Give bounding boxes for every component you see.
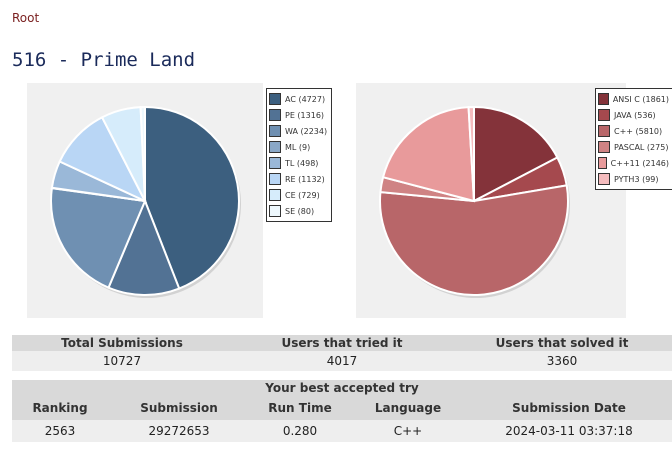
header-ranking: Ranking: [12, 396, 108, 420]
best-try-table: Your best accepted try Ranking Submissio…: [12, 380, 672, 442]
language-legend-label: C++ (5810): [614, 126, 663, 136]
status-legend-label: ML (9): [285, 142, 311, 152]
language-legend-item: JAVA (536): [598, 107, 669, 123]
language-legend-swatch: [598, 93, 609, 105]
best-ranking: 2563: [12, 420, 108, 442]
best-submission-date: 2024-03-11 03:37:18: [466, 420, 672, 442]
status-pie-chart: [50, 105, 241, 298]
status-legend-item: TL (498): [269, 155, 327, 171]
status-legend-swatch: [269, 141, 281, 153]
status-legend-swatch: [269, 109, 281, 121]
best-submission-id[interactable]: 29272653: [108, 420, 250, 442]
status-legend-item: RE (1132): [269, 171, 327, 187]
status-legend-item: PE (1316): [269, 107, 327, 123]
language-pie-chart: [379, 105, 570, 298]
status-legend-label: PE (1316): [285, 110, 325, 120]
language-chart-panel: [356, 83, 626, 318]
status-legend-swatch: [269, 157, 281, 169]
language-legend-swatch: [598, 157, 607, 169]
status-legend-item: CE (729): [269, 187, 327, 203]
status-legend-item: AC (4727): [269, 91, 327, 107]
status-legend-item: SE (80): [269, 203, 327, 219]
language-legend-label: PYTH3 (99): [614, 174, 659, 184]
status-slice-0: [144, 105, 240, 290]
language-legend-swatch: [598, 173, 610, 185]
header-language: Language: [350, 396, 466, 420]
language-legend-item: C++11 (2146): [598, 155, 669, 171]
best-language: C++: [350, 420, 466, 442]
language-legend-item: C++ (5810): [598, 123, 669, 139]
language-slice-5: [467, 105, 475, 202]
status-slice-7: [139, 105, 146, 202]
language-legend-swatch: [598, 109, 610, 121]
language-legend: ANSI C (1861) JAVA (536) C++ (5810) PASCAL …: [595, 88, 672, 190]
status-legend: AC (4727) PE (1316) WA (2234) ML (9) TL (498…: [266, 88, 333, 222]
header-users-tried: Users that tried it: [232, 335, 452, 351]
submission-stats-table: Total Submissions Users that tried it Us…: [12, 335, 672, 371]
status-legend-swatch: [269, 93, 281, 105]
language-legend-swatch: [598, 125, 610, 137]
language-slice-4: [381, 106, 476, 203]
language-legend-item: PASCAL (275): [598, 139, 669, 155]
header-submission-date: Submission Date: [466, 396, 672, 420]
status-legend-swatch: [269, 125, 281, 137]
users-tried-value: 4017: [232, 351, 452, 371]
status-legend-item: WA (2234): [269, 123, 327, 139]
status-slice-2: [50, 187, 147, 289]
language-legend-label: C++11 (2146): [610, 158, 669, 168]
header-users-solved: Users that solved it: [452, 335, 672, 351]
language-legend-label: PASCAL (275): [614, 142, 669, 152]
header-total-submissions: Total Submissions: [12, 335, 232, 351]
breadcrumb-root[interactable]: Root: [12, 11, 40, 25]
language-legend-swatch: [598, 141, 610, 153]
language-slice-2: [379, 184, 569, 296]
status-legend-label: AC (4727): [285, 94, 326, 104]
status-legend-label: TL (498): [285, 158, 319, 168]
header-submission: Submission: [108, 396, 250, 420]
status-legend-label: RE (1132): [285, 174, 325, 184]
language-legend-item: ANSI C (1861): [598, 91, 669, 107]
status-legend-swatch: [269, 173, 281, 185]
status-legend-swatch: [269, 189, 281, 201]
status-legend-label: WA (2234): [285, 126, 328, 136]
status-legend-item: ML (9): [269, 139, 327, 155]
best-try-caption: Your best accepted try: [12, 380, 672, 396]
total-submissions-value: 10727: [12, 351, 232, 371]
language-legend-label: ANSI C (1861): [612, 94, 669, 104]
language-legend-item: PYTH3 (99): [598, 171, 669, 187]
status-slice-1: [107, 198, 181, 296]
status-legend-label: SE (80): [285, 206, 315, 216]
best-run-time: 0.280: [250, 420, 350, 442]
page-title: 516 - Prime Land: [12, 49, 196, 71]
users-solved-value: 3360: [452, 351, 672, 371]
header-run-time: Run Time: [250, 396, 350, 420]
status-legend-swatch: [269, 205, 281, 217]
language-slice-0: [473, 105, 559, 203]
language-legend-label: JAVA (536): [614, 110, 656, 120]
status-chart-panel: [27, 83, 263, 318]
status-legend-label: CE (729): [285, 190, 320, 200]
